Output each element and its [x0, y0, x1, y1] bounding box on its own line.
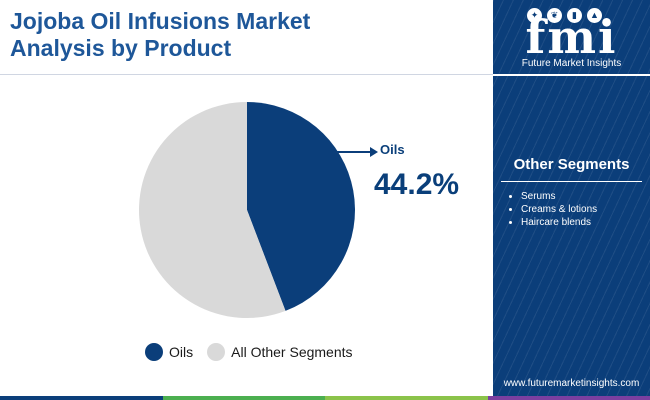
other-segments-list: Serums Creams & lotions Haircare blends: [503, 190, 597, 229]
pie-slice-oils: [247, 102, 356, 311]
sparkle-icon: ✦: [527, 8, 542, 23]
pie-slices: [139, 102, 356, 318]
website-link[interactable]: www.futuremarketinsights.com: [503, 378, 640, 389]
legend-swatch-other: [207, 343, 226, 361]
callout-arrowhead: [370, 147, 378, 157]
other-segments-title: Other Segments: [513, 156, 630, 173]
logo-icons: ✦ ❦ ▮ ▲: [527, 8, 602, 23]
bottle-icon: ▮: [567, 8, 582, 23]
legend-label-other: All Other Segments: [231, 344, 353, 360]
sidebar-divider: [493, 74, 650, 76]
bottom-bar-segment-1: [0, 396, 163, 400]
bottom-color-bar: [0, 396, 650, 400]
leaf-icon: ❦: [547, 8, 562, 23]
bottom-bar-segment-3: [325, 396, 488, 400]
legend-swatch-oils: [145, 343, 163, 361]
page-title-line-1: Jojoba Oil Infusions Market: [10, 8, 311, 34]
legend-label-oils: Oils: [169, 344, 194, 360]
segment-item-haircare-blends: Haircare blends: [521, 216, 597, 229]
segment-item-creams-lotions: Creams & lotions: [521, 203, 597, 216]
logo-caption: Future Market Insights: [521, 58, 622, 69]
sidebar: fmi ✦ ❦ ▮ ▲ Future Market Insights Other…: [493, 0, 650, 400]
other-segments-underline: [501, 181, 642, 182]
pie-slice-all-other-segments: [139, 102, 286, 318]
callout-value: 44.2%: [374, 168, 460, 201]
page-title: Jojoba Oil Infusions Market Analysis by …: [10, 8, 480, 62]
fmi-logo[interactable]: fmi ✦ ❦ ▮ ▲ Future Market Insights: [493, 6, 650, 74]
legend-item-oils: Oils: [145, 343, 193, 361]
legend-item-other: All Other Segments: [207, 343, 353, 361]
bottom-bar-segment-2: [162, 396, 325, 400]
page-title-line-2: Analysis by Product: [10, 35, 232, 61]
title-divider: [0, 74, 493, 75]
flask-icon: ▲: [587, 8, 602, 23]
pie-chart: [139, 102, 378, 318]
segment-item-serums: Serums: [521, 190, 597, 203]
sidebar-texture: [493, 0, 650, 400]
callout-label: Oils: [380, 142, 405, 157]
bottom-bar-segment-4: [487, 396, 650, 400]
chart-legend: Oils All Other Segments: [145, 343, 353, 361]
